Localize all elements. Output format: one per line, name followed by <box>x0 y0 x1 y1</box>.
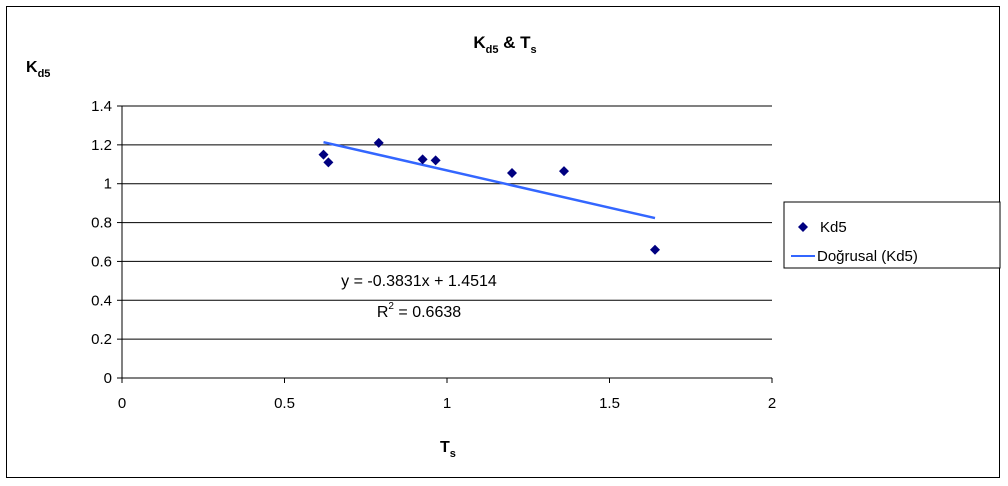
legend-item-trend: Doğrusal (Kd5) <box>817 248 918 265</box>
y-tick-label: 1 <box>104 176 112 193</box>
x-tick-label: 0 <box>118 395 126 412</box>
y-tick-label: 0.8 <box>91 215 112 232</box>
x-tick-label: 1 <box>443 395 451 412</box>
x-tick-labels: 0 0.5 1 1.5 2 <box>118 395 776 412</box>
data-point <box>507 168 517 179</box>
x-tick-label: 0.5 <box>274 395 295 412</box>
axes <box>117 105 773 383</box>
trend-equation: y = -0.3831x + 1.4514 <box>341 273 497 290</box>
x-axis-label: Ts <box>440 439 456 460</box>
y-tick-label: 1.4 <box>91 98 112 115</box>
x-tick-label: 2 <box>768 395 776 412</box>
data-points <box>318 137 660 255</box>
y-tick-label: 0.4 <box>91 292 112 309</box>
data-point <box>318 149 329 160</box>
y-tick-label: 0 <box>104 370 112 387</box>
data-point <box>323 157 334 168</box>
data-point <box>373 137 384 148</box>
data-point <box>430 155 441 166</box>
legend: Kd5 Doğrusal (Kd5) <box>783 201 1001 269</box>
y-axis-label: Kd5 <box>26 59 50 80</box>
data-point <box>559 166 569 177</box>
y-tick-label: 0.2 <box>91 331 112 348</box>
gridlines <box>122 105 772 340</box>
x-tick-label: 1.5 <box>599 395 620 412</box>
legend-item-kd5: Kd5 <box>820 219 847 236</box>
data-point <box>417 154 428 165</box>
r-squared-label: R2 = 0.6638 <box>377 301 461 321</box>
y-tick-labels: 0 0.2 0.4 0.6 0.8 1 1.2 1.4 <box>91 98 112 387</box>
trendline-group <box>323 140 656 220</box>
trendline <box>323 140 656 220</box>
legend-box <box>783 201 1001 269</box>
y-tick-label: 0.6 <box>91 253 112 270</box>
chart-title: Kd5 & Ts <box>473 33 536 56</box>
data-point <box>650 244 660 255</box>
y-tick-label: 1.2 <box>91 137 112 154</box>
legend-diamond-marker <box>798 222 808 232</box>
